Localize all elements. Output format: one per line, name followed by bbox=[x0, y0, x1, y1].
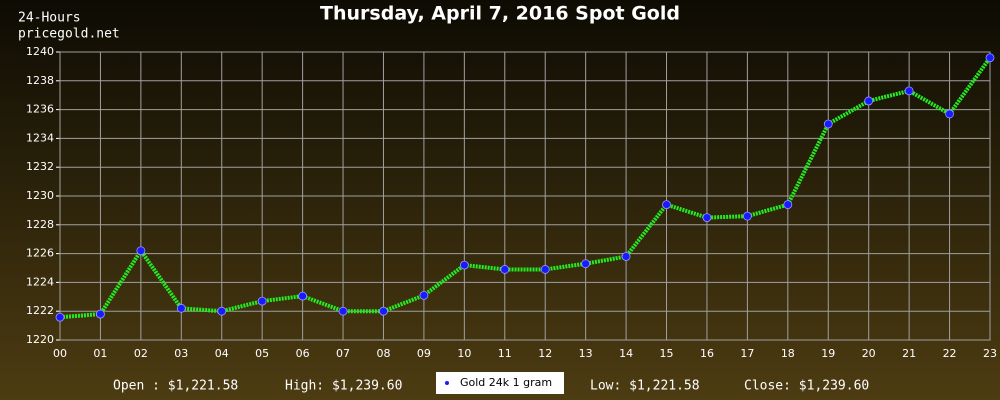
data-line bbox=[59, 56, 992, 320]
y-tick-label: 1238 bbox=[26, 74, 54, 87]
y-tick-label: 1232 bbox=[26, 160, 54, 173]
data-point bbox=[985, 53, 995, 63]
data-point bbox=[742, 211, 752, 221]
stat-text: Low: $1,221.58 bbox=[590, 379, 700, 394]
stat-text: Close: $1,239.60 bbox=[744, 379, 869, 394]
data-point bbox=[338, 306, 348, 316]
x-tick-label: 05 bbox=[255, 347, 269, 360]
x-tick-label: 01 bbox=[93, 347, 107, 360]
header-text: pricegold.net bbox=[18, 27, 120, 42]
x-tick-label: 00 bbox=[53, 347, 67, 360]
data-point bbox=[621, 252, 631, 261]
data-point bbox=[419, 290, 429, 300]
x-tick-label: 07 bbox=[336, 347, 350, 360]
data-point bbox=[298, 291, 308, 301]
data-point bbox=[217, 306, 227, 316]
x-tick-label: 19 bbox=[821, 347, 835, 360]
data-point bbox=[55, 312, 65, 322]
y-tick-label: 1224 bbox=[26, 275, 54, 288]
x-tick-label: 21 bbox=[902, 347, 916, 360]
data-point bbox=[581, 259, 591, 269]
data-point bbox=[783, 200, 793, 210]
y-tick-label: 1236 bbox=[26, 103, 54, 116]
legend: Gold 24k 1 gram bbox=[436, 372, 564, 394]
y-tick-label: 1220 bbox=[26, 333, 54, 346]
data-point bbox=[176, 303, 186, 313]
x-tick-label: 02 bbox=[134, 347, 148, 360]
x-tick-label: 20 bbox=[862, 347, 876, 360]
data-point bbox=[459, 260, 469, 270]
data-point bbox=[945, 109, 954, 119]
y-tick-label: 1230 bbox=[26, 189, 54, 202]
x-tick-label: 04 bbox=[215, 347, 229, 360]
data-point bbox=[379, 306, 388, 316]
x-tick-label: 23 bbox=[983, 347, 997, 360]
x-tick-label: 10 bbox=[457, 347, 471, 360]
y-tick-label: 1226 bbox=[26, 247, 54, 260]
x-tick-label: 17 bbox=[740, 347, 754, 360]
x-tick-label: 09 bbox=[417, 347, 431, 360]
x-tick-label: 12 bbox=[538, 347, 552, 360]
stat-text: High: $1,239.60 bbox=[285, 379, 402, 394]
stat-text: Open : $1,221.58 bbox=[113, 379, 238, 394]
plot-area: 1220122212241226122812301232123412361238… bbox=[26, 45, 997, 360]
x-tick-label: 13 bbox=[579, 347, 593, 360]
x-tick-label: 14 bbox=[619, 347, 633, 360]
y-tick-label: 1222 bbox=[26, 304, 54, 317]
x-tick-label: 22 bbox=[943, 347, 957, 360]
data-point bbox=[904, 86, 914, 96]
y-tick-label: 1240 bbox=[26, 45, 54, 58]
data-point bbox=[823, 119, 833, 129]
chart-title: Thursday, April 7, 2016 Spot Gold bbox=[320, 3, 680, 25]
data-point bbox=[702, 213, 712, 223]
x-tick-label: 08 bbox=[376, 347, 390, 360]
data-point bbox=[136, 246, 146, 256]
data-point bbox=[96, 309, 105, 319]
legend-label: Gold 24k 1 gram bbox=[460, 376, 552, 389]
x-tick-label: 18 bbox=[781, 347, 795, 360]
x-tick-label: 16 bbox=[700, 347, 714, 360]
data-point bbox=[540, 265, 550, 274]
data-point bbox=[864, 96, 874, 106]
data-point bbox=[257, 296, 267, 306]
legend-marker bbox=[445, 381, 449, 385]
data-point bbox=[500, 265, 510, 274]
data-point bbox=[662, 200, 671, 210]
y-tick-label: 1234 bbox=[26, 131, 54, 144]
header-text: 24-Hours bbox=[18, 11, 81, 26]
x-tick-label: 11 bbox=[498, 347, 512, 360]
x-tick-label: 15 bbox=[660, 347, 674, 360]
x-tick-label: 03 bbox=[174, 347, 188, 360]
legend-box bbox=[436, 372, 564, 394]
x-tick-label: 06 bbox=[296, 347, 310, 360]
y-tick-label: 1228 bbox=[26, 218, 54, 231]
